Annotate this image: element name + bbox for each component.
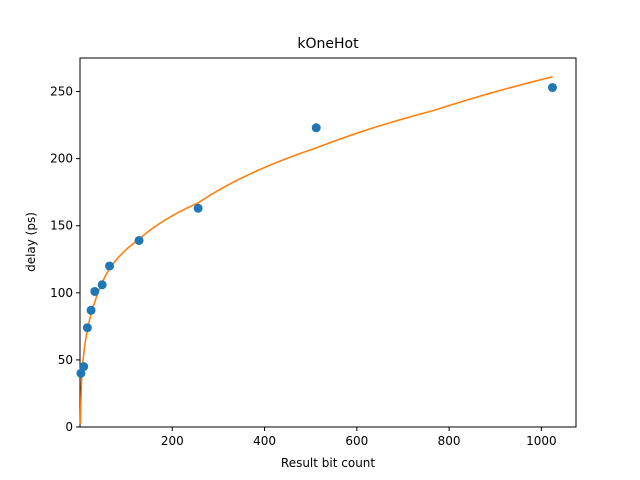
- fit-curve: [79, 76, 553, 425]
- y-tick-label: 50: [58, 353, 73, 367]
- scatter-point: [97, 280, 107, 290]
- y-tick-label: 100: [50, 286, 73, 300]
- x-tick-label: 600: [345, 434, 368, 448]
- scatter-point: [105, 261, 115, 271]
- fit-curve-layer: [79, 76, 553, 425]
- y-axis-label: delay (ps): [24, 212, 38, 272]
- scatter-point: [311, 123, 321, 133]
- axes-frame: [79, 57, 577, 428]
- scatter-point: [134, 235, 144, 245]
- x-tick-label: 200: [161, 434, 184, 448]
- y-tick-label: 250: [50, 85, 73, 99]
- y-tick-label: 0: [65, 420, 73, 434]
- y-axis-ticks: 0 50 100 150 200 250: [50, 85, 80, 434]
- x-tick-label: 800: [438, 434, 461, 448]
- x-tick-label: 400: [253, 434, 276, 448]
- y-tick-label: 200: [50, 152, 73, 166]
- y-tick-label: 150: [50, 219, 73, 233]
- scatter-point: [86, 305, 96, 315]
- plot-area: [76, 57, 577, 428]
- x-tick-label: 1000: [526, 434, 557, 448]
- scatter-points-layer: [76, 83, 557, 378]
- scatter-point: [193, 203, 203, 213]
- x-axis-label: Result bit count: [281, 456, 376, 470]
- scatter-point: [547, 83, 557, 93]
- scatter-point: [82, 323, 92, 333]
- scatter-point: [90, 286, 100, 296]
- chart-title: kOneHot: [297, 36, 359, 52]
- scatter-point: [79, 362, 89, 372]
- x-axis-ticks: 200 400 600 800 1000: [161, 427, 557, 448]
